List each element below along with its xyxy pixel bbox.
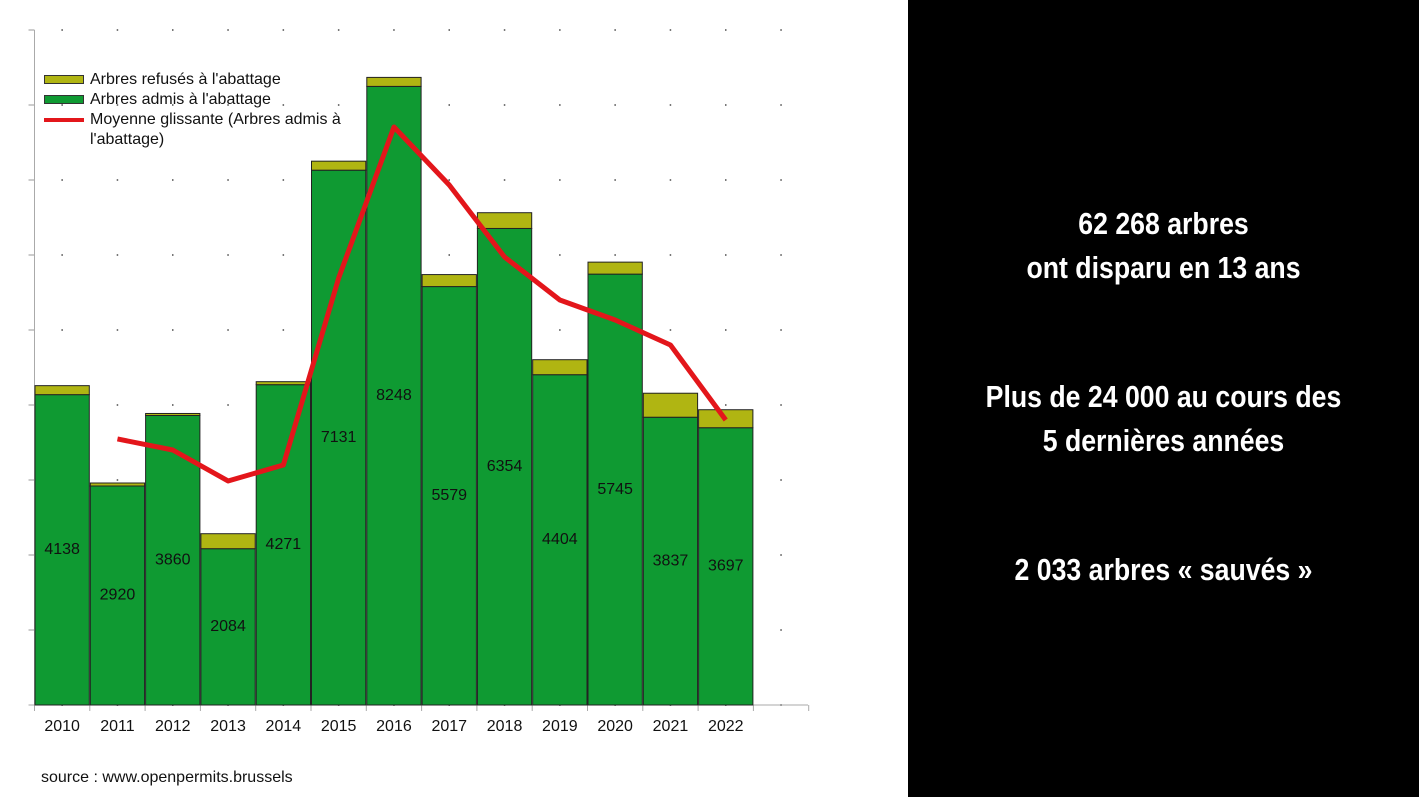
- x-tick-label: 2011: [100, 718, 135, 735]
- legend-label: Arbres admis à l'abattage: [90, 91, 271, 108]
- bar-segment: [366, 85, 422, 706]
- bar-segment: [421, 286, 477, 706]
- legend-swatch: [44, 95, 84, 104]
- x-tick-label: 2010: [44, 718, 80, 735]
- x-tick-label: 2021: [653, 718, 689, 735]
- data-label: 3837: [653, 552, 689, 569]
- bar-segment: [255, 384, 312, 706]
- data-label: 4271: [266, 536, 302, 553]
- bar-segment: [255, 381, 312, 386]
- bar-segment: [200, 548, 256, 706]
- x-tick-label: 2019: [542, 718, 578, 735]
- data-label: 3697: [708, 558, 744, 575]
- bar-segment: [366, 76, 422, 87]
- bar-segment: [145, 412, 201, 417]
- bar-segment: [587, 261, 643, 275]
- legend-label: Arbres refusés à l'abattage: [90, 71, 281, 88]
- x-tick-label: 2018: [487, 718, 523, 735]
- data-label: 2084: [210, 618, 246, 635]
- bar-segment: [145, 415, 201, 706]
- bar-segment: [34, 394, 90, 706]
- bar-segment: [642, 416, 699, 706]
- summary-block: 62 268 arbres ont disparu en 13 ans: [944, 202, 1383, 290]
- bar-segment: [421, 274, 477, 288]
- data-label: 2920: [100, 587, 136, 604]
- summary-line: Plus de 24 000 au cours des: [985, 379, 1342, 414]
- legend-item: Moyenne glissante (Arbres admis à l'abat…: [44, 110, 365, 150]
- x-tick-label: 2014: [266, 718, 302, 735]
- summary-block: Plus de 24 000 au cours des 5 dernières a…: [944, 375, 1383, 463]
- bar-segment: [698, 427, 754, 706]
- legend: Arbres refusés à l'abattage Arbres admis …: [44, 70, 365, 150]
- bar-segment: [89, 485, 146, 706]
- summary-line: 2 033 arbres « sauvés »: [1014, 552, 1313, 587]
- bar-segment: [532, 374, 588, 706]
- x-tick-label: 2017: [431, 718, 467, 735]
- chart: source : www.openpermits.brussels 2010 20…: [28, 29, 810, 786]
- data-label: 6354: [487, 458, 523, 475]
- bar-segment: [311, 160, 367, 171]
- bar-segment: [34, 385, 90, 396]
- bar-segment: [476, 227, 533, 706]
- line-series: [116, 124, 728, 484]
- summary-line: 5 dernières années: [1042, 423, 1285, 458]
- data-label: 5745: [597, 481, 633, 498]
- x-tick-label: 2015: [321, 718, 357, 735]
- legend-swatch: [44, 75, 84, 84]
- bar-segment: [311, 169, 367, 706]
- legend-label: Moyenne glissante (Arbres admis à l'abat…: [90, 111, 341, 148]
- bar-segment: [89, 482, 146, 487]
- x-tick-label: 2022: [708, 718, 744, 735]
- bar-segment: [532, 359, 588, 376]
- summary-panel: 62 268 arbres ont disparu en 13 ans Plus d…: [908, 0, 1419, 797]
- source: source : www.openpermits.brussels: [41, 769, 293, 786]
- summary-line: ont disparu en 13 ans: [1026, 250, 1301, 285]
- x-tick-label: 2013: [210, 718, 246, 735]
- bar-segment: [200, 533, 256, 550]
- summary-block: 2 033 arbres « sauvés »: [944, 548, 1383, 592]
- legend-item: Arbres refusés à l'abattage: [44, 70, 365, 90]
- legend-line: [44, 118, 84, 122]
- bar-segment: [642, 392, 699, 418]
- legend-item: Arbres admis à l'abattage: [44, 90, 365, 110]
- data-label: 4138: [44, 541, 80, 558]
- data-label: 5579: [431, 487, 467, 504]
- x-tick-label: 2012: [155, 718, 191, 735]
- data-label: 8248: [376, 387, 412, 404]
- x-tick-label: 2020: [597, 718, 633, 735]
- summary-line: 62 268 arbres: [1078, 206, 1249, 241]
- x-tick-label: 2016: [376, 718, 412, 735]
- bar-segment: [587, 273, 643, 706]
- data-label: 4404: [542, 531, 578, 548]
- data-label: 7131: [321, 429, 357, 446]
- data-label: 3860: [155, 551, 191, 568]
- bar-segment: [476, 212, 533, 229]
